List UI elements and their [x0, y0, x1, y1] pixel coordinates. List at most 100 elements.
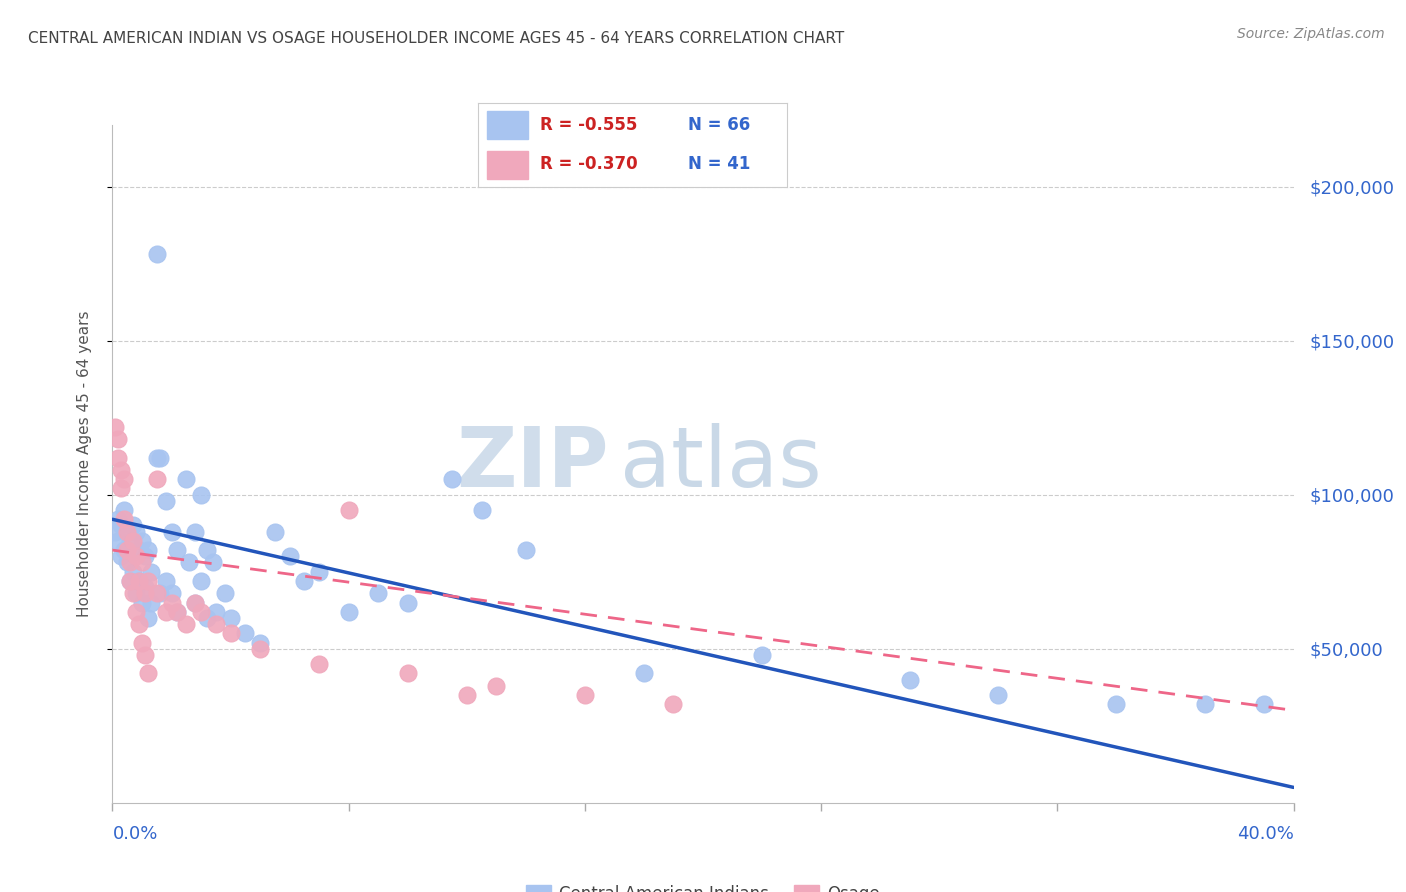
- Point: [131, 595, 153, 609]
- Point: [278, 549, 301, 564]
- Point: [104, 524, 127, 539]
- Point: [174, 617, 197, 632]
- Point: [122, 533, 145, 548]
- Text: ZIP: ZIP: [456, 424, 609, 504]
- Point: [128, 574, 150, 588]
- Point: [110, 549, 132, 564]
- Point: [117, 543, 138, 558]
- Point: [515, 543, 537, 558]
- Point: [149, 586, 172, 600]
- Point: [574, 688, 596, 702]
- Point: [1105, 697, 1128, 711]
- Text: atlas: atlas: [620, 424, 823, 504]
- Point: [122, 565, 145, 579]
- Bar: [488, 151, 527, 178]
- Point: [179, 556, 201, 570]
- Point: [107, 450, 129, 465]
- Point: [160, 586, 183, 600]
- Point: [396, 595, 419, 609]
- Point: [166, 543, 188, 558]
- Point: [125, 549, 148, 564]
- Point: [249, 641, 271, 656]
- Point: [125, 524, 148, 539]
- Point: [155, 493, 177, 508]
- Point: [898, 673, 921, 687]
- Point: [128, 574, 150, 588]
- Point: [1253, 697, 1275, 711]
- Point: [112, 503, 135, 517]
- Point: [190, 605, 212, 619]
- Text: N = 66: N = 66: [689, 117, 751, 135]
- Point: [195, 611, 218, 625]
- Point: [131, 556, 153, 570]
- Point: [134, 549, 156, 564]
- Point: [120, 556, 142, 570]
- Point: [367, 586, 389, 600]
- Point: [117, 524, 138, 539]
- Point: [112, 472, 135, 486]
- Text: N = 41: N = 41: [689, 155, 751, 173]
- Point: [205, 605, 228, 619]
- Point: [441, 472, 464, 486]
- Text: 40.0%: 40.0%: [1237, 825, 1294, 843]
- Point: [1194, 697, 1216, 711]
- Point: [117, 524, 138, 539]
- Text: CENTRAL AMERICAN INDIAN VS OSAGE HOUSEHOLDER INCOME AGES 45 - 64 YEARS CORRELATI: CENTRAL AMERICAN INDIAN VS OSAGE HOUSEHO…: [28, 31, 845, 46]
- Point: [155, 605, 177, 619]
- Point: [190, 488, 212, 502]
- Point: [122, 518, 145, 533]
- Point: [107, 533, 129, 548]
- Point: [264, 524, 287, 539]
- Point: [120, 533, 142, 548]
- Point: [136, 574, 159, 588]
- Point: [134, 586, 156, 600]
- Point: [146, 450, 169, 465]
- Point: [104, 420, 127, 434]
- Point: [470, 503, 494, 517]
- Point: [633, 666, 655, 681]
- Point: [110, 482, 132, 496]
- Point: [120, 574, 142, 588]
- Text: R = -0.370: R = -0.370: [540, 155, 637, 173]
- Point: [190, 574, 212, 588]
- Point: [214, 586, 236, 600]
- Point: [112, 543, 135, 558]
- Point: [136, 666, 159, 681]
- Point: [139, 595, 162, 609]
- Point: [184, 595, 207, 609]
- Text: R = -0.555: R = -0.555: [540, 117, 637, 135]
- Point: [174, 472, 197, 486]
- Point: [987, 688, 1010, 702]
- Point: [110, 463, 132, 477]
- Point: [120, 574, 142, 588]
- Point: [184, 595, 207, 609]
- Point: [485, 679, 508, 693]
- Point: [136, 611, 159, 625]
- Point: [139, 565, 162, 579]
- Point: [128, 543, 150, 558]
- Point: [125, 586, 148, 600]
- Point: [122, 586, 145, 600]
- Point: [117, 556, 138, 570]
- Point: [184, 524, 207, 539]
- Bar: [488, 111, 527, 139]
- Point: [751, 648, 773, 662]
- Point: [125, 605, 148, 619]
- Text: Source: ZipAtlas.com: Source: ZipAtlas.com: [1237, 27, 1385, 41]
- Point: [308, 657, 330, 672]
- Point: [337, 605, 360, 619]
- Point: [155, 574, 177, 588]
- Point: [456, 688, 478, 702]
- Point: [219, 626, 242, 640]
- Point: [107, 432, 129, 446]
- Point: [308, 565, 330, 579]
- Point: [166, 605, 188, 619]
- Point: [205, 617, 228, 632]
- Point: [134, 648, 156, 662]
- Text: 0.0%: 0.0%: [112, 825, 157, 843]
- Point: [396, 666, 419, 681]
- Point: [662, 697, 685, 711]
- Point: [146, 472, 169, 486]
- Point: [149, 450, 172, 465]
- Y-axis label: Householder Income Ages 45 - 64 years: Householder Income Ages 45 - 64 years: [77, 310, 91, 617]
